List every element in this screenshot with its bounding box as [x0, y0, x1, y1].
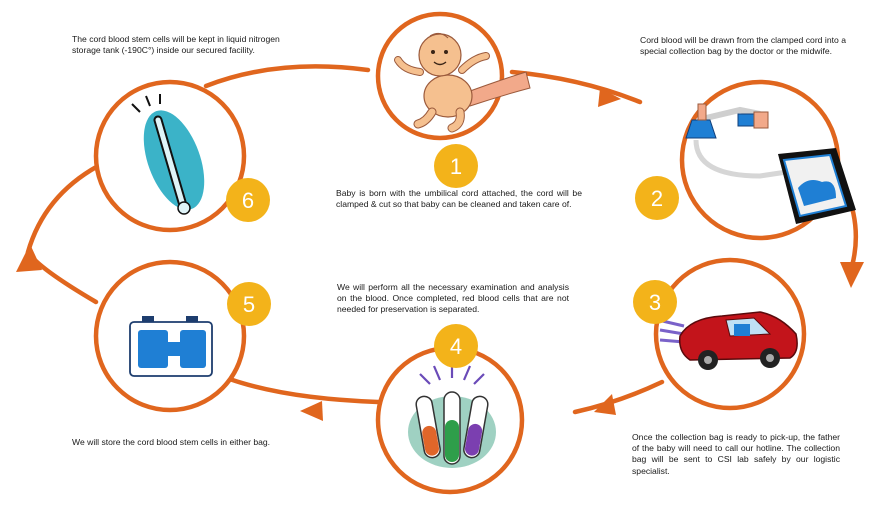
step-6-number: 6	[242, 188, 254, 213]
arrowhead-to-4	[594, 394, 616, 415]
arrowhead-to-6	[16, 244, 42, 272]
step-6-description: The cord blood stem cells will be kept i…	[72, 34, 282, 56]
thermometer-icon	[131, 94, 205, 215]
connector-1-to-2	[509, 69, 643, 105]
step-3-badge: 3	[633, 280, 677, 324]
step-1-badge: 1	[434, 144, 478, 188]
connector-3-to-4	[572, 379, 665, 415]
step-2-text: Cord blood will be drawn from the clampe…	[640, 35, 846, 57]
step-1-number: 1	[450, 154, 462, 179]
step-5-badge: 5	[227, 282, 271, 326]
step-5-description: We will store the cord blood stem cells …	[72, 437, 282, 448]
arrowhead-to-3	[840, 262, 864, 288]
step-2-description: Cord blood will be drawn from the clampe…	[640, 35, 846, 57]
storage-bag-icon	[129, 316, 213, 377]
step-4-badge: 4	[434, 324, 478, 368]
step-badges: 1 2 3 4 5 6	[226, 144, 679, 368]
step-1-text: Baby is born with the umbilical cord att…	[336, 188, 582, 210]
arrowhead-to-2	[598, 88, 621, 107]
step-5-text: We will store the cord blood stem cells …	[72, 437, 271, 447]
baby-icon	[394, 32, 531, 133]
step-6-badge: 6	[226, 178, 270, 222]
step-3-text: Once the collection bag is ready to pick…	[632, 432, 840, 476]
connector-6-to-1	[203, 64, 371, 89]
cycle-arrowheads	[16, 88, 864, 421]
step-5-number: 5	[243, 292, 255, 317]
arrowhead-to-5	[300, 401, 323, 421]
step-4-description: We will perform all the necessary examin…	[337, 282, 569, 316]
step-3-description: Once the collection bag is ready to pick…	[632, 432, 840, 477]
step-2-number: 2	[651, 186, 663, 211]
test-tubes-icon	[408, 362, 496, 468]
connector-4-to-5	[209, 369, 381, 405]
step-6-text: The cord blood stem cells will be kept i…	[72, 34, 280, 56]
connector-5-to-6	[25, 163, 101, 305]
step-1-description: Baby is born with the umbilical cord att…	[336, 188, 582, 210]
step-3-number: 3	[649, 290, 661, 315]
step-2-badge: 2	[635, 176, 679, 220]
car-icon	[657, 311, 798, 370]
step-4-text: We will perform all the necessary examin…	[337, 282, 569, 315]
collection-bag-icon	[685, 103, 856, 224]
step-4-number: 4	[450, 334, 462, 359]
